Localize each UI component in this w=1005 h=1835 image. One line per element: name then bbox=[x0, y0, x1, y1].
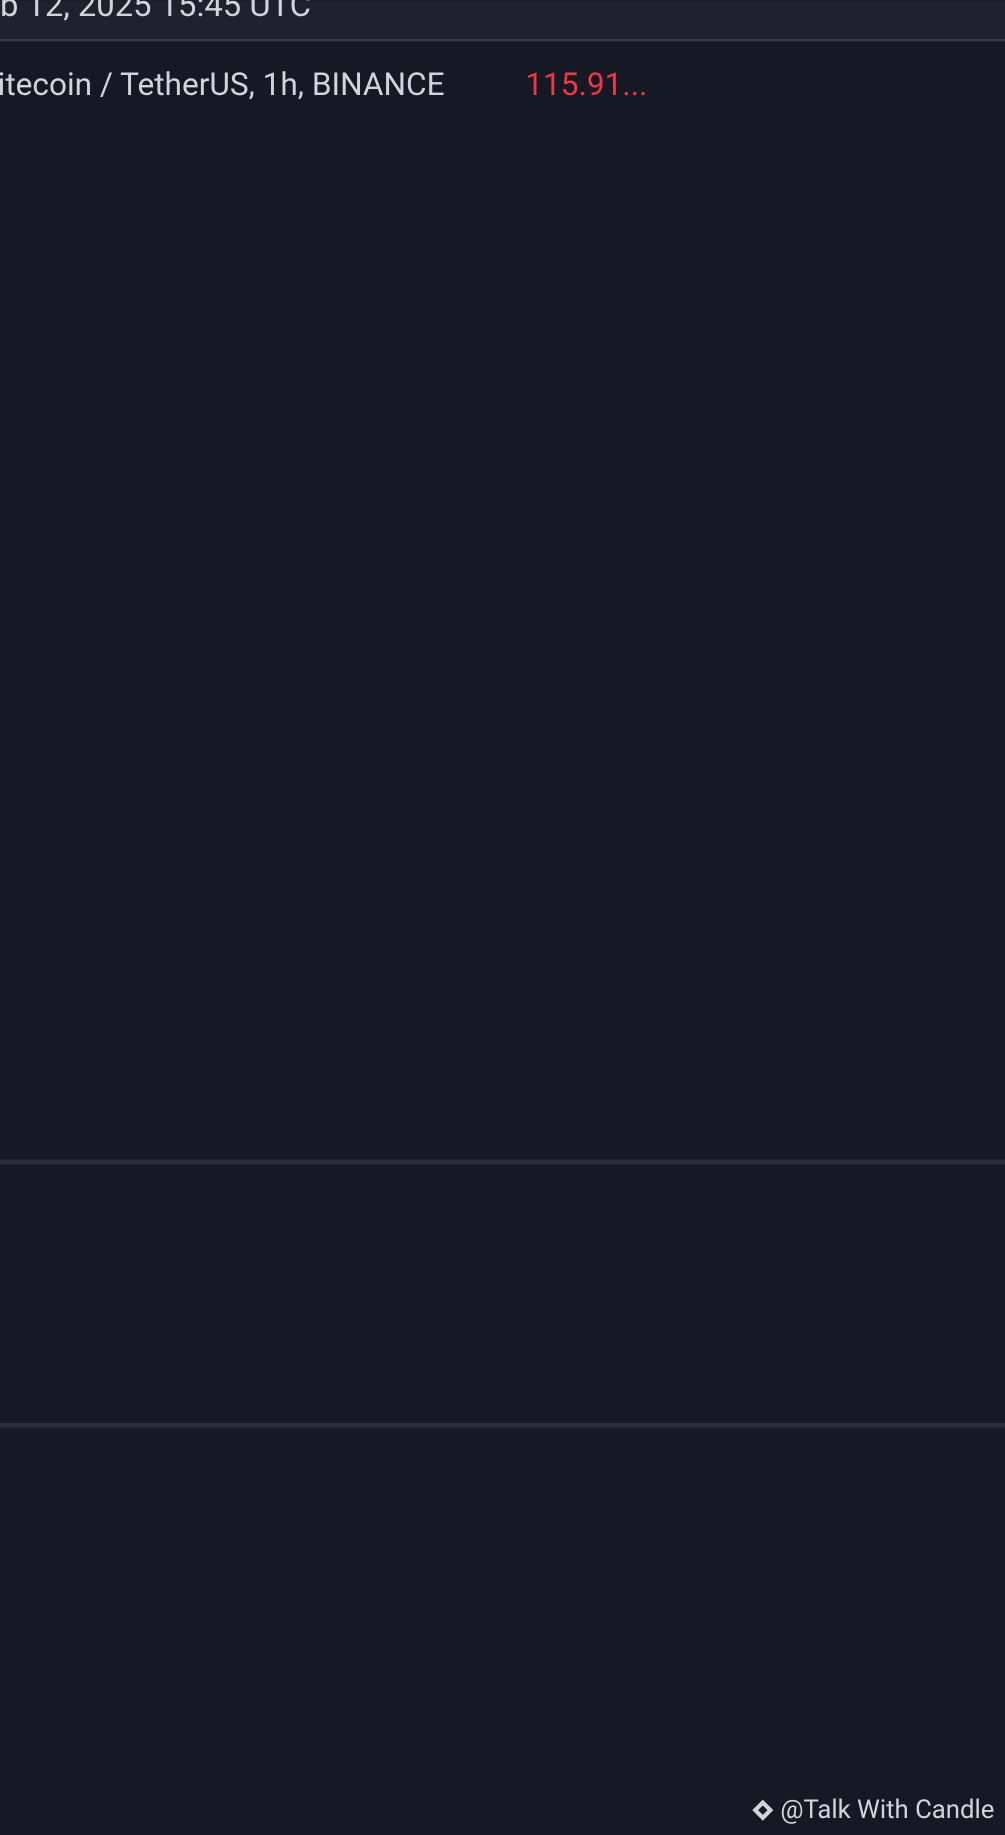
title-price: 115.91... bbox=[525, 66, 647, 103]
chart-title: itecoin / TetherUS, 1h, BINANCE bbox=[0, 66, 445, 103]
header-bar bbox=[0, 0, 1005, 39]
header-date: b 12, 2025 15:45 UTC bbox=[0, 0, 311, 24]
watermark-icon bbox=[752, 1799, 774, 1821]
watermark: @Talk With Candle bbox=[780, 1795, 994, 1825]
